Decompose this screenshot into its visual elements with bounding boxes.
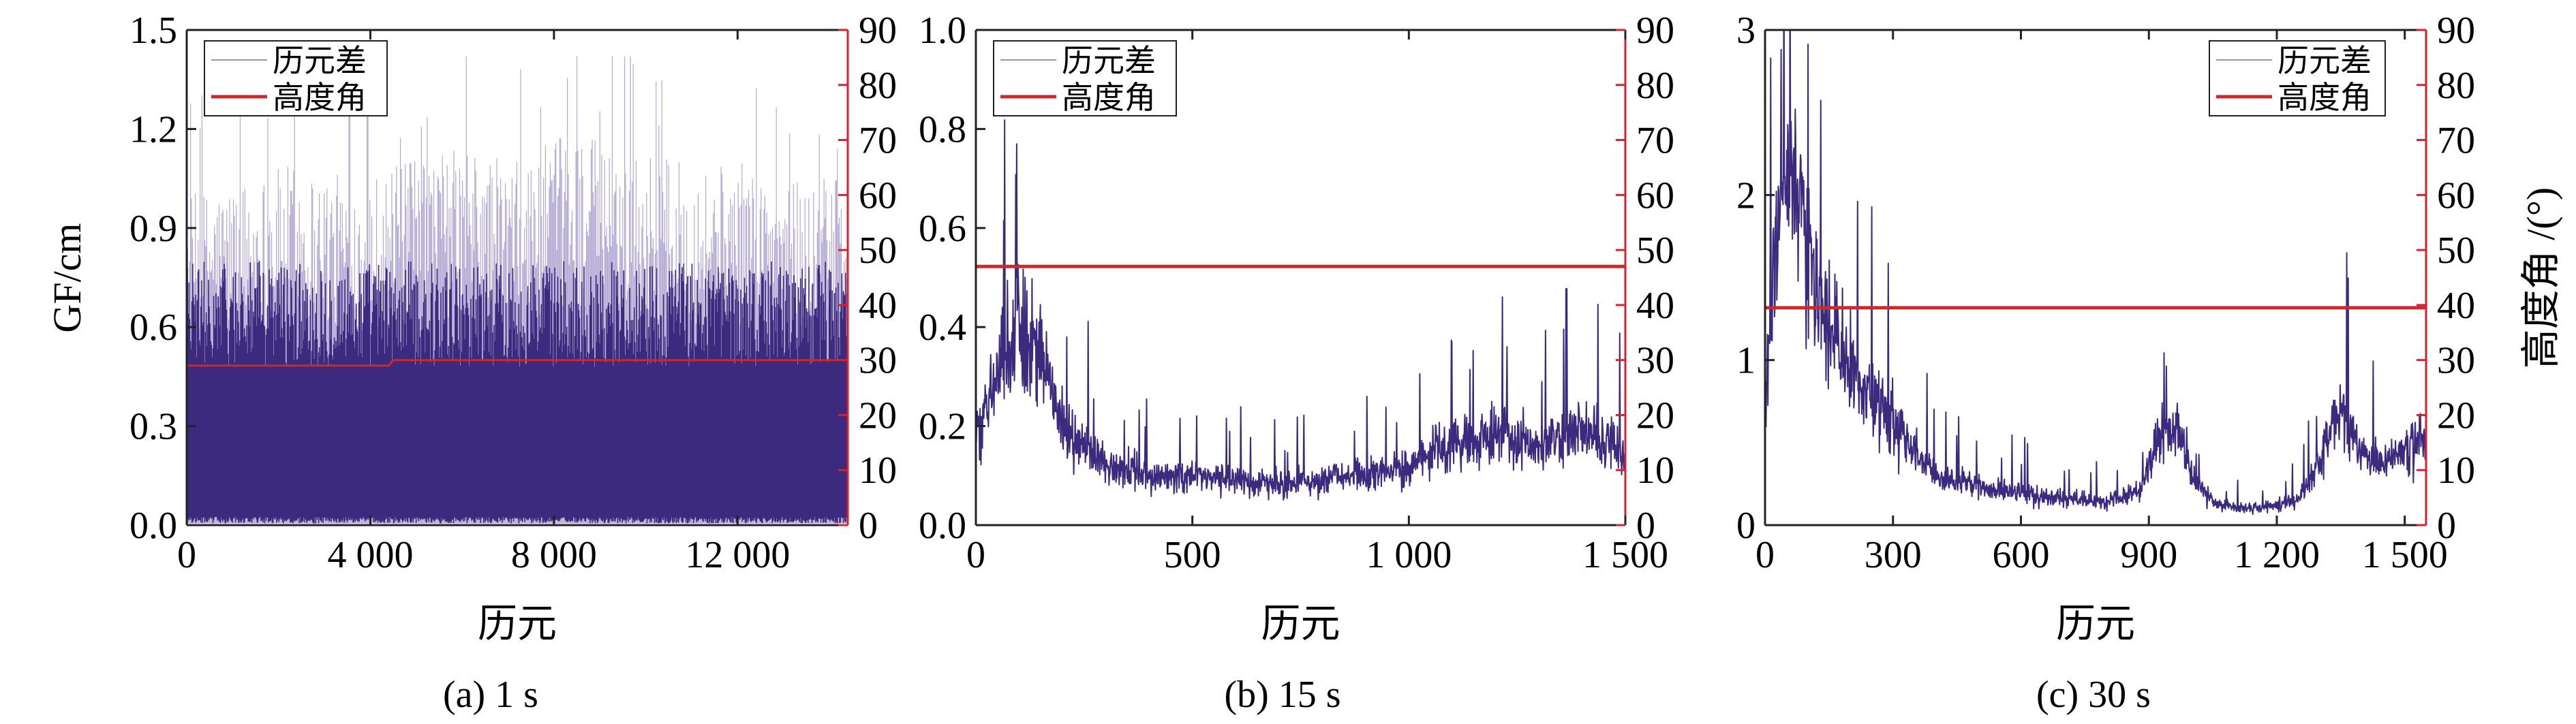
y-tick-label: 0.6	[919, 208, 966, 250]
x-axis-title: 历元	[1261, 601, 1340, 646]
x-axis-title: 历元	[2056, 601, 2135, 646]
x-tick-label: 12 000	[685, 534, 790, 576]
y2-tick-label: 20	[1636, 394, 1674, 437]
x-tick-label: 1 500	[2362, 534, 2448, 576]
legend-box	[204, 40, 388, 116]
y-axis-title: GF/cm	[45, 223, 89, 332]
y2-tick-label: 70	[859, 120, 897, 162]
y-tick-label: 0.6	[129, 306, 177, 349]
plot-area	[187, 56, 848, 524]
x-tick-label: 900	[2120, 534, 2177, 576]
chart-panel-3: 0 300 600 900 1 200 1 50001230102030405060708…	[1736, 10, 2475, 716]
legend-box	[993, 40, 1177, 116]
x-tick-label: 0	[966, 534, 985, 576]
gf-series-line	[976, 119, 1625, 501]
legend-label-gf: 历元差	[1062, 44, 1156, 78]
elevation-line	[187, 359, 848, 367]
y2-tick-label: 70	[1636, 120, 1674, 162]
plot-area	[976, 119, 1625, 501]
x-tick-label: 0	[1755, 534, 1775, 576]
panel-caption: (b) 15 s	[1224, 674, 1340, 716]
y-tick-label: 0.0	[129, 505, 177, 547]
y2-tick-label: 30	[2437, 340, 2475, 382]
y2-tick-label: 20	[2437, 394, 2475, 437]
y2-tick-label: 90	[859, 10, 897, 52]
y2-tick-label: 60	[859, 174, 897, 217]
y2-tick-label: 80	[859, 65, 897, 107]
y2-tick-label: 60	[2437, 174, 2475, 217]
y-tick-label: 1.5	[129, 10, 177, 52]
legend-label-elevation: 高度角	[1062, 80, 1156, 115]
y-tick-label: 1.0	[919, 10, 966, 52]
x-tick-label: 1 000	[1366, 534, 1452, 576]
y2-axis-title: 高度角 /(°)	[2519, 187, 2563, 368]
x-tick-label: 1 500	[1582, 534, 1668, 576]
y2-tick-label: 90	[2437, 10, 2475, 52]
y-tick-label: 1.2	[129, 108, 177, 151]
y-tick-label: 0	[1736, 505, 1755, 547]
y2-tick-label: 80	[2437, 65, 2475, 107]
y2-tick-label: 40	[1636, 285, 1674, 327]
panel-caption: (a) 1 s	[443, 674, 538, 716]
y-tick-label: 0.2	[919, 406, 966, 448]
y2-tick-label: 50	[1636, 230, 1674, 272]
legend-label-gf: 历元差	[273, 44, 367, 78]
y2-tick-label: 10	[859, 450, 897, 492]
chart-panel-2: 0 500 1 000 1 500 0.0 0.2 0.4 0.6 0.8 1.0 0 10 20 30 4…	[919, 10, 1674, 716]
y2-tick-label: 10	[1636, 450, 1674, 492]
gf-series-line	[187, 261, 848, 524]
y-tick-label: 0.4	[919, 306, 966, 349]
x-tick-label: 0	[177, 534, 196, 576]
y-tick-label: 0.8	[919, 108, 966, 151]
y2-tick-label: 90	[1636, 10, 1674, 52]
y-tick-label: 0.9	[129, 208, 177, 250]
y2-tick-label: 60	[1636, 174, 1674, 217]
legend-label-elevation: 高度角	[273, 80, 367, 115]
y-tick-label: 2	[1736, 174, 1755, 217]
y2-tick-label: 70	[2437, 120, 2475, 162]
x-axis-title: 历元	[478, 601, 557, 646]
chart-panel-1: 0 4 000 8 000 12 000 0.0 0.3 0.6 0.9 1.2 1.5 0 10 20…	[129, 10, 897, 716]
x-tick-label: 8 000	[511, 534, 597, 576]
y2-tick-label: 40	[2437, 285, 2475, 327]
x-tick-label: 600	[1992, 534, 2049, 576]
legend-box	[2209, 40, 2386, 116]
x-tick-label: 500	[1164, 534, 1221, 576]
y2-tick-label: 80	[1636, 65, 1674, 107]
legend-label-gf: 历元差	[2278, 44, 2372, 78]
plot-area	[1765, 30, 2426, 516]
y2-tick-label: 0	[2437, 505, 2456, 547]
x-tick-label: 4 000	[327, 534, 413, 576]
y2-tick-label: 50	[859, 230, 897, 272]
y2-tick-label: 40	[859, 285, 897, 327]
y2-tick-label: 30	[1636, 340, 1674, 382]
y2-tick-label: 10	[2437, 450, 2475, 492]
y-tick-label: 0.0	[919, 505, 966, 547]
y2-tick-label: 20	[859, 394, 897, 437]
y2-tick-label: 0	[859, 505, 878, 547]
y2-tick-label: 50	[2437, 230, 2475, 272]
y-tick-label: 0.3	[129, 406, 177, 448]
legend-label-elevation: 高度角	[2278, 80, 2372, 115]
y2-tick-label: 30	[859, 340, 897, 382]
x-tick-label: 300	[1865, 534, 1922, 576]
y-tick-label: 3	[1736, 10, 1755, 52]
gf-series-line	[1765, 30, 2426, 516]
y-tick-label: 1	[1736, 340, 1755, 382]
panel-caption: (c) 30 s	[2036, 674, 2151, 716]
y2-tick-label: 0	[1636, 505, 1655, 547]
x-tick-label: 1 200	[2234, 534, 2320, 576]
